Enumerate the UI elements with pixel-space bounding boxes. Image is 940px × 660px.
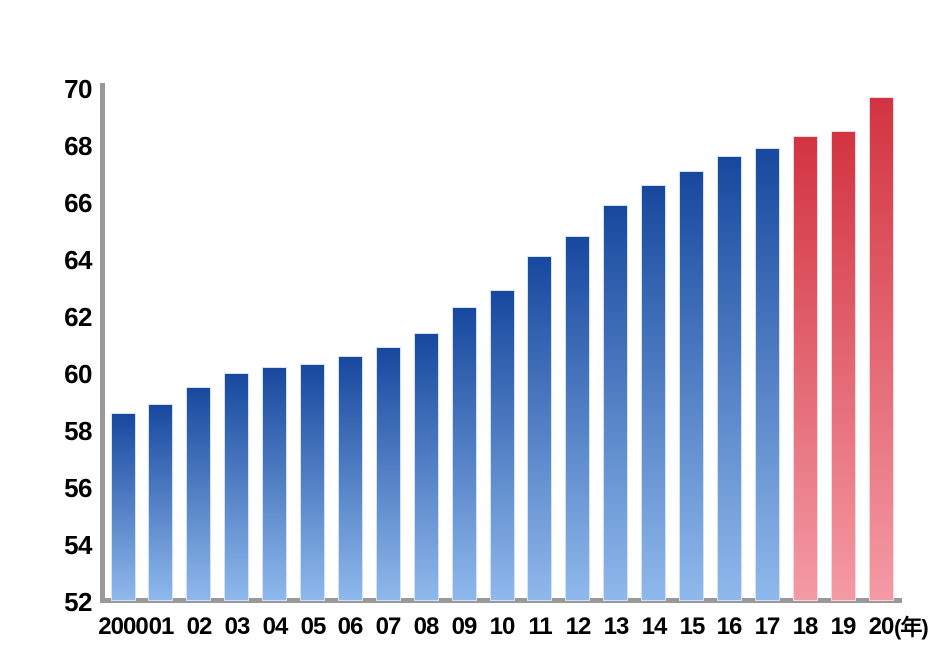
bar-09 xyxy=(453,308,476,600)
bar-02 xyxy=(187,388,210,600)
x-tick-label-01: 01 xyxy=(148,613,175,640)
x-tick-label-20: 20 xyxy=(868,613,895,640)
bar-15 xyxy=(680,172,703,600)
y-tick-label-70: 70 xyxy=(64,74,92,104)
x-tick-label-10: 10 xyxy=(489,613,516,640)
x-tick-label-09: 09 xyxy=(451,613,478,640)
bar-2000 xyxy=(112,414,135,600)
bar-06 xyxy=(339,357,362,600)
bar-18 xyxy=(794,137,817,600)
x-tick-label-02: 02 xyxy=(186,613,213,640)
x-tick-label-03: 03 xyxy=(224,613,251,640)
x-axis-unit-label: (年) xyxy=(894,615,929,640)
bar-19 xyxy=(832,132,855,600)
bar-07 xyxy=(377,348,400,600)
x-tick-label-18: 18 xyxy=(792,613,819,640)
x-tick-label-05: 05 xyxy=(300,613,327,640)
bar-20 xyxy=(870,98,893,600)
y-tick-label-60: 60 xyxy=(64,359,92,389)
x-tick-label-06: 06 xyxy=(337,613,364,640)
y-tick-label-56: 56 xyxy=(64,473,92,503)
x-tick-label-16: 16 xyxy=(716,613,743,640)
bar-16 xyxy=(718,157,741,600)
y-tick-label-68: 68 xyxy=(64,131,92,161)
bar-14 xyxy=(642,186,665,600)
x-tick-label-08: 08 xyxy=(413,613,440,640)
x-tick-label-13: 13 xyxy=(603,613,630,640)
x-tick-label-04: 04 xyxy=(262,613,289,640)
x-tick-label-17: 17 xyxy=(754,613,781,640)
x-tick-label-11: 11 xyxy=(528,613,552,640)
bar-10 xyxy=(491,291,514,600)
x-axis-line xyxy=(100,598,902,603)
bar-04 xyxy=(263,368,286,600)
y-tick-label-66: 66 xyxy=(64,188,92,218)
y-tick-label-54: 54 xyxy=(64,530,92,560)
x-tick-label-12: 12 xyxy=(565,613,592,640)
y-tick-label-64: 64 xyxy=(64,245,92,275)
y-tick-label-58: 58 xyxy=(64,416,92,446)
x-tick-label-15: 15 xyxy=(679,613,706,640)
y-tick-label-62: 62 xyxy=(64,302,92,332)
bar-08 xyxy=(415,334,438,600)
bar-03 xyxy=(225,374,248,600)
bar-05 xyxy=(301,365,324,600)
bar-12 xyxy=(566,237,589,600)
bar-17 xyxy=(756,149,779,600)
x-tick-label-19: 19 xyxy=(830,613,857,640)
bar-01 xyxy=(149,405,172,600)
x-tick-label-14: 14 xyxy=(641,613,668,640)
bar-13 xyxy=(604,206,627,600)
x-tick-label-2000: 2000 xyxy=(98,613,148,640)
x-tick-label-07: 07 xyxy=(375,613,402,640)
bar-11 xyxy=(528,257,551,600)
y-tick-label-52: 52 xyxy=(64,587,92,617)
y-axis-line xyxy=(100,83,105,603)
